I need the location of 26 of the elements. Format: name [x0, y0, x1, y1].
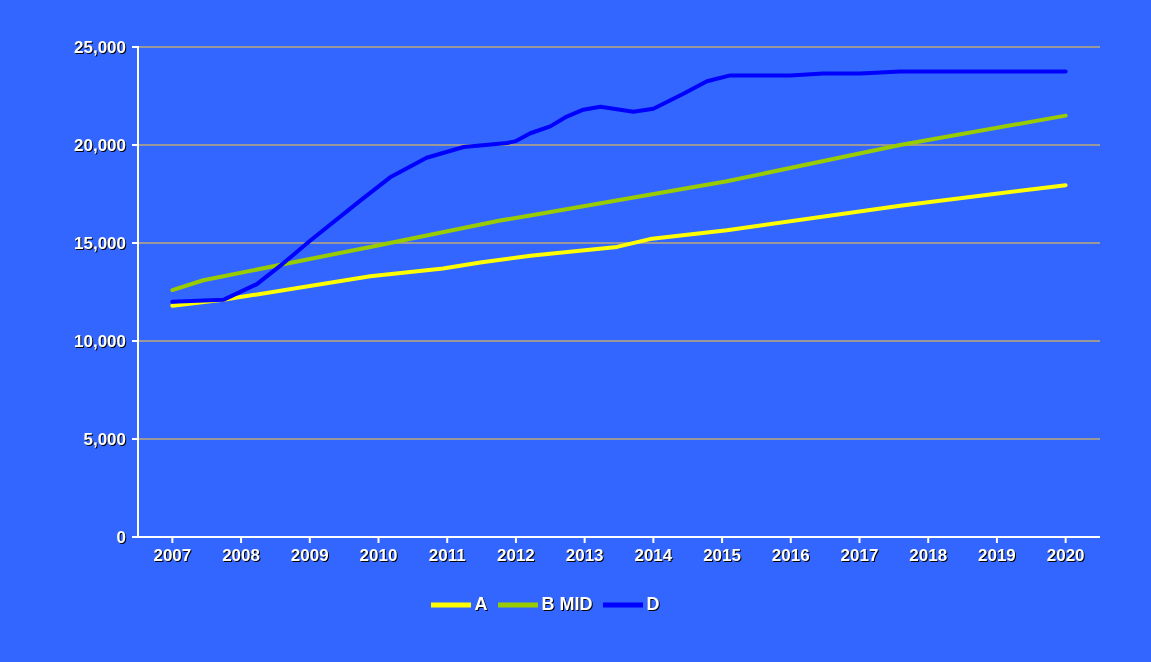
- y-tick-label: 25,000: [74, 38, 126, 57]
- x-tick-label: 2018: [909, 546, 948, 565]
- x-tick-label: 2008: [222, 546, 260, 565]
- x-tick-label: 2016: [771, 546, 810, 565]
- x-tick-label: 2014: [634, 546, 673, 565]
- y-tick-label: 10,000: [74, 332, 126, 351]
- x-tick-label: 2013: [565, 546, 604, 565]
- legend-label: D: [646, 593, 660, 614]
- y-tick-label: 5,000: [83, 430, 126, 449]
- x-tick-label: 2019: [978, 546, 1016, 565]
- line-series: [170, 113, 1068, 293]
- legend-label: A: [474, 593, 488, 614]
- x-tick-label: 2010: [359, 546, 398, 565]
- y-tick-label: 15,000: [74, 234, 126, 253]
- x-tick-label: 2007: [153, 546, 192, 565]
- line-series: [170, 69, 1068, 304]
- x-tick-label: 2011: [428, 546, 466, 565]
- x-tick-label: 2017: [840, 546, 879, 565]
- x-tick-label: 2015: [703, 546, 741, 565]
- x-tick-label: 2009: [290, 546, 329, 565]
- line-series: [170, 183, 1068, 308]
- x-tick-label: 2012: [497, 546, 535, 565]
- legend-label: B MID: [541, 593, 593, 614]
- y-tick-label: 0: [116, 528, 126, 547]
- y-tick-label: 20,000: [74, 136, 126, 155]
- x-tick-label: 2020: [1046, 546, 1085, 565]
